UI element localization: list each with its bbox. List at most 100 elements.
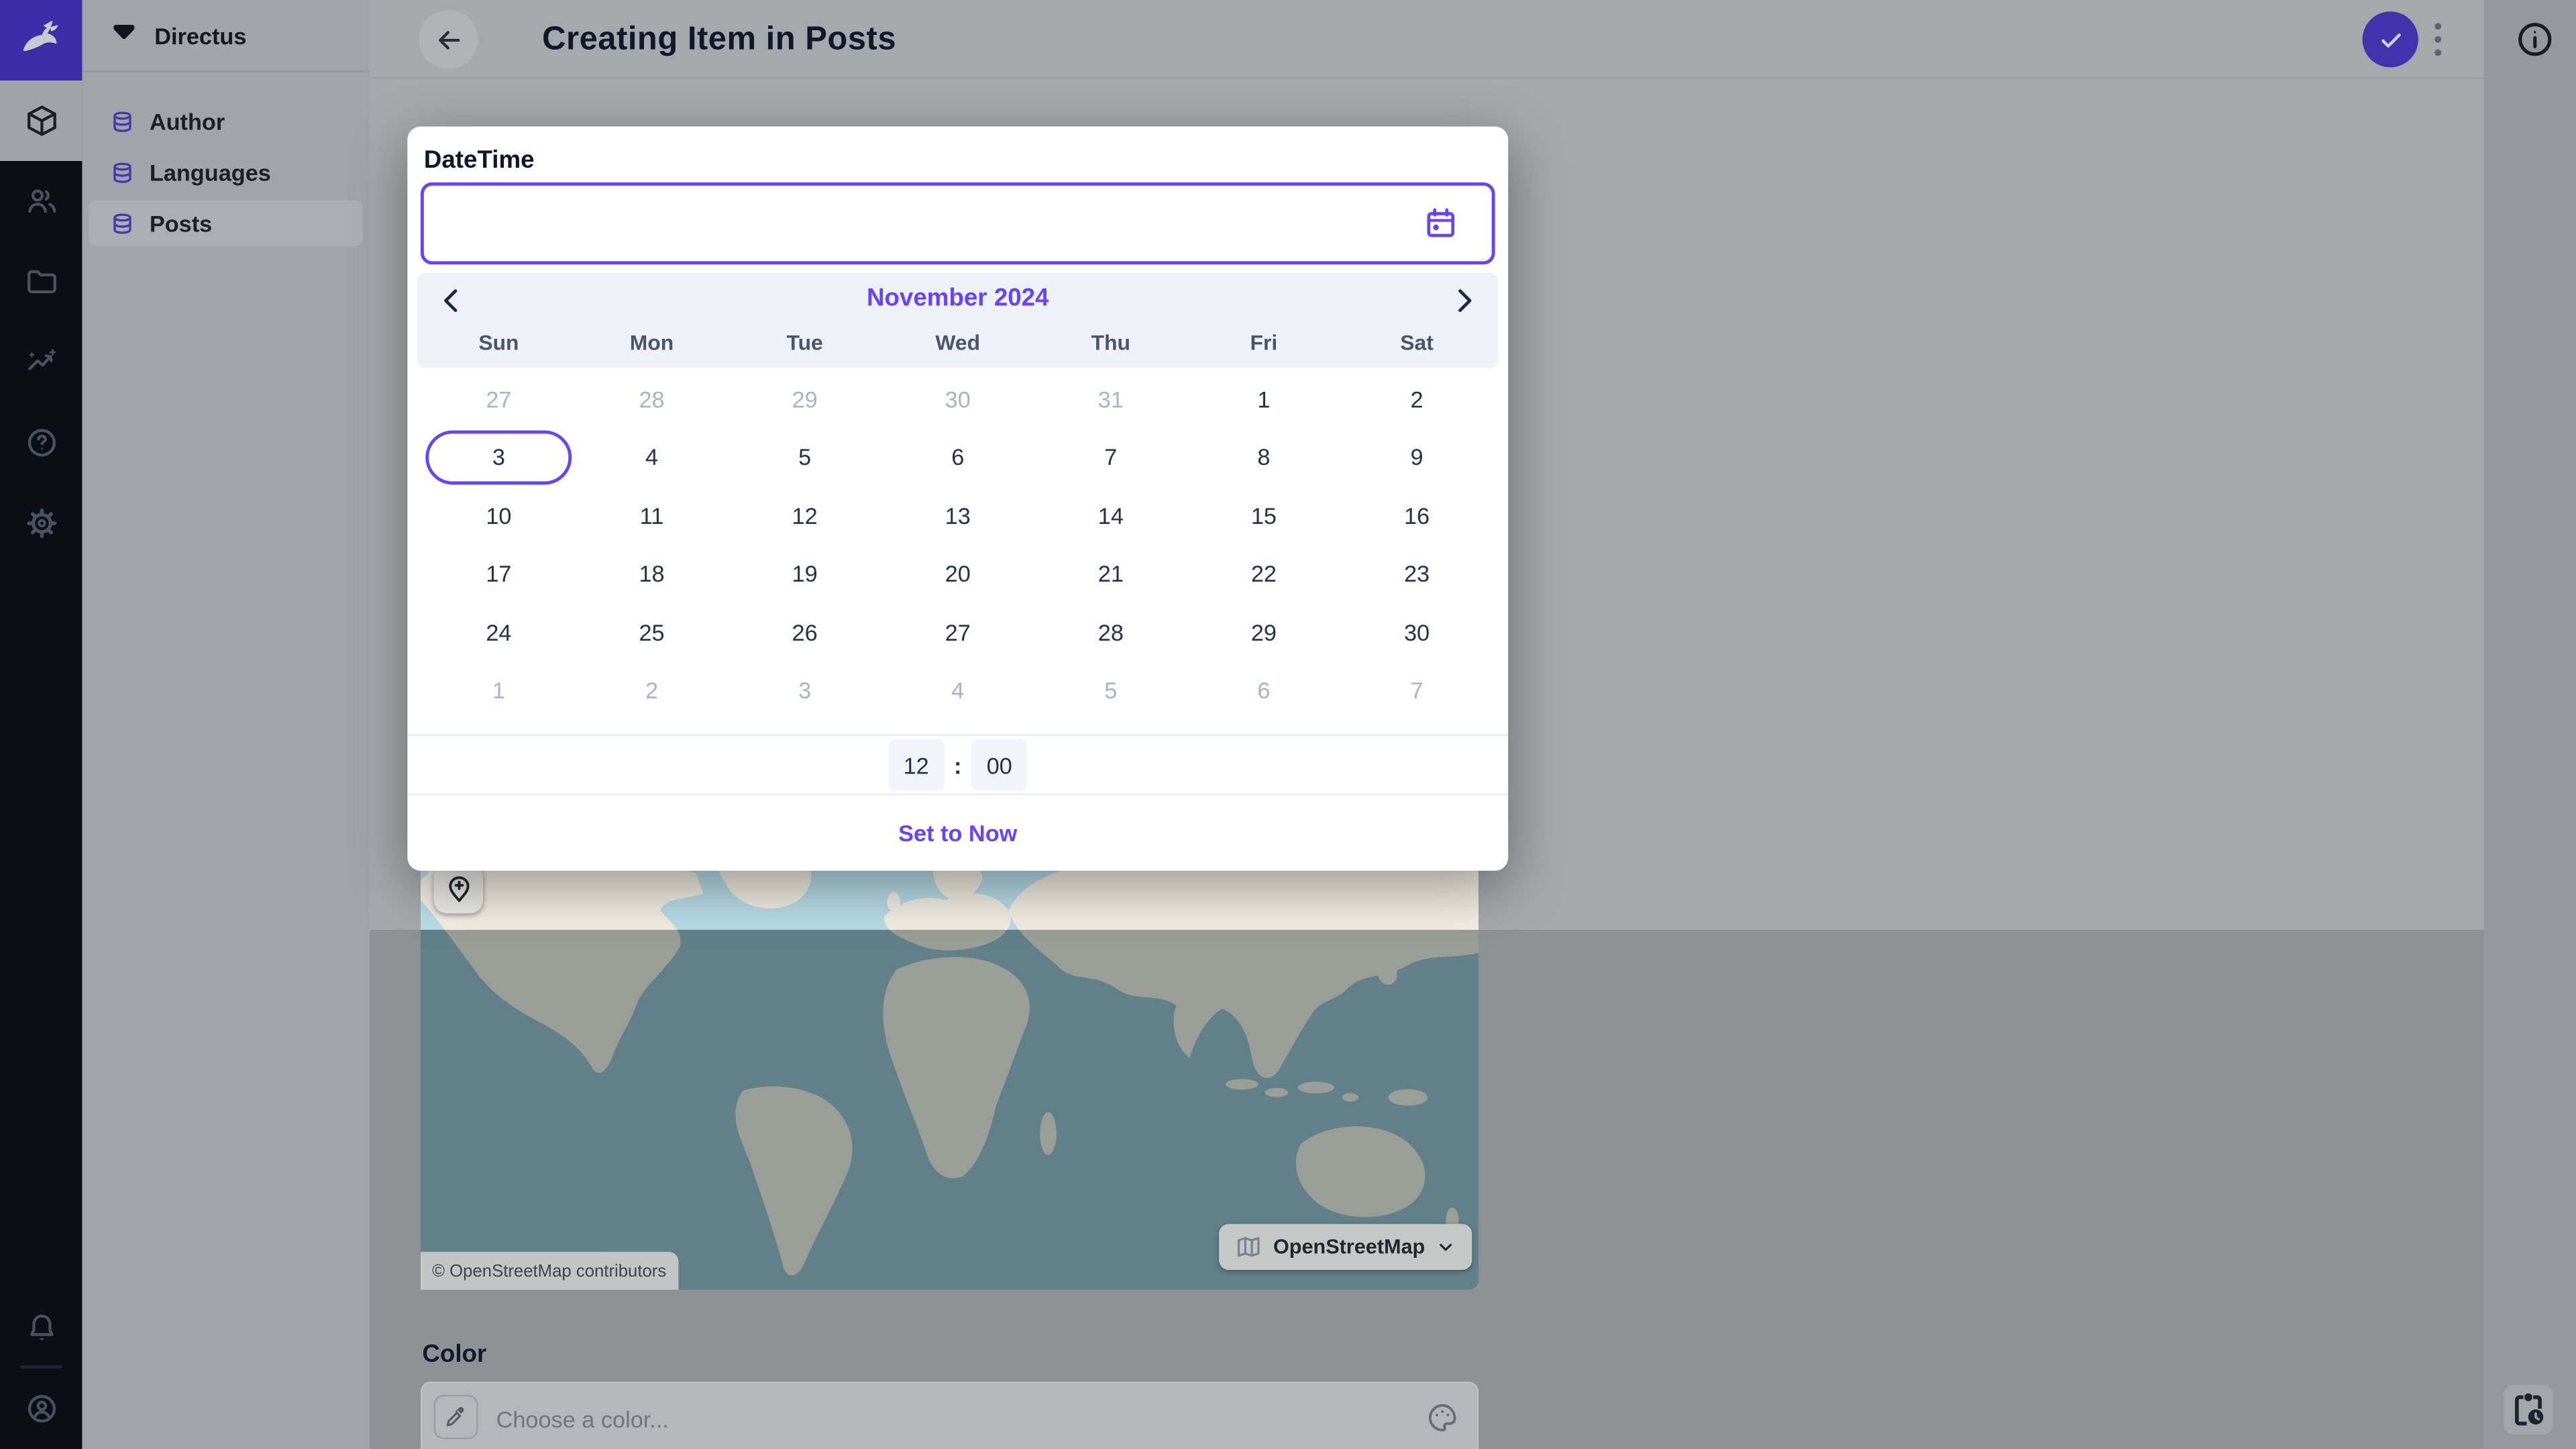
calendar-month-label[interactable]: November 2024 [866, 284, 1049, 313]
calendar-day[interactable]: 15 [1250, 502, 1277, 529]
calendar-day[interactable]: 9 [1410, 443, 1424, 471]
users-icon [27, 189, 56, 213]
calendar-day[interactable]: 7 [1410, 677, 1424, 704]
calendar-day[interactable]: 19 [792, 560, 818, 587]
map-icon [1237, 1237, 1260, 1257]
calendar-day[interactable]: 27 [945, 619, 971, 645]
calendar-day-grid: 27 28 29 30 31 1 2 3 4 5 6 7 8 9 10 11 12 13 14 15 16 17 18 19 2… [422, 370, 1493, 720]
minute-input[interactable]: 00 [971, 739, 1028, 790]
calendar-day[interactable]: 7 [1104, 443, 1118, 471]
bell-icon [30, 1314, 53, 1340]
calendar-day[interactable]: 18 [639, 560, 665, 587]
directus-logo-button[interactable] [0, 0, 83, 81]
module-content[interactable] [0, 80, 83, 162]
folder-icon [26, 270, 56, 294]
calendar-day[interactable]: 21 [1097, 560, 1124, 587]
calendar-day[interactable]: 12 [792, 502, 818, 529]
divider [407, 793, 1509, 796]
calendar-day[interactable]: 17 [486, 560, 512, 587]
calendar-day[interactable]: 10 [486, 502, 512, 529]
project-name: Directus [154, 22, 247, 49]
calendar-day[interactable]: 28 [1097, 619, 1124, 645]
calendar-day[interactable]: 2 [645, 677, 659, 704]
gear-icon [26, 508, 56, 539]
weekday-label: Sun [478, 330, 519, 355]
datetime-input[interactable] [420, 182, 1495, 265]
calendar-icon[interactable] [1423, 205, 1459, 241]
weekday-label: Fri [1250, 330, 1278, 355]
module-bar [0, 0, 83, 1449]
database-icon [113, 213, 131, 233]
nav-item-label: Posts [149, 210, 213, 237]
back-button[interactable] [419, 9, 478, 69]
calendar-day[interactable]: 25 [639, 619, 665, 645]
database-icon [113, 111, 131, 131]
calendar-day[interactable]: 26 [792, 619, 818, 645]
calendar-day[interactable]: 31 [1097, 385, 1124, 413]
previous-month-button[interactable] [434, 282, 470, 319]
calendar-day[interactable]: 1 [1257, 385, 1271, 413]
calendar-day[interactable]: 30 [945, 385, 971, 413]
calendar-day-selected[interactable]: 3 [422, 428, 575, 486]
calendar-day[interactable]: 6 [1257, 677, 1271, 704]
calendar-day[interactable]: 29 [792, 385, 818, 413]
calendar-day[interactable]: 6 [951, 443, 965, 471]
calendar-day[interactable]: 13 [945, 502, 971, 529]
calendar-day[interactable]: 14 [1097, 502, 1124, 529]
map-attribution-text: © OpenStreetMap contributors [432, 1260, 667, 1281]
weekday-header-row: Sun Mon Tue Wed Thu Fri Sat [422, 330, 1493, 355]
calendar-day[interactable]: 27 [486, 385, 512, 413]
module-users[interactable] [0, 161, 82, 241]
hour-input[interactable]: 12 [888, 739, 945, 790]
map-layer-button[interactable]: OpenStreetMap [1219, 1224, 1473, 1271]
info-sidebar-button[interactable] [2515, 19, 2555, 59]
eyedropper-button[interactable] [433, 1395, 478, 1440]
calendar-day[interactable]: 5 [1104, 677, 1118, 704]
chevron-down-icon [1440, 1244, 1452, 1251]
eyedropper-icon [446, 1407, 464, 1427]
activity-dock-button[interactable] [2504, 1385, 2553, 1434]
calendar-day[interactable]: 4 [645, 443, 659, 471]
more-options-button[interactable] [2425, 13, 2451, 66]
time-separator: : [954, 751, 962, 778]
calendar-day[interactable]: 16 [1403, 502, 1430, 529]
calendar-day[interactable]: 1 [492, 677, 505, 704]
save-button[interactable] [2362, 11, 2418, 68]
calendar-day[interactable]: 5 [798, 443, 812, 471]
module-help[interactable] [0, 402, 82, 483]
module-files[interactable] [0, 241, 82, 322]
calendar-day[interactable]: 30 [1403, 619, 1430, 645]
account-button[interactable] [0, 1368, 82, 1449]
check-icon [2380, 32, 2400, 47]
calendar-day[interactable]: 3 [798, 677, 812, 704]
calendar-day[interactable]: 29 [1250, 619, 1277, 645]
nav-item-languages[interactable]: Languages [89, 150, 363, 196]
world-map-graphic [420, 851, 1479, 1290]
page-title: Creating Item in Posts [542, 20, 897, 57]
calendar-day[interactable]: 4 [951, 677, 965, 704]
project-header[interactable]: Directus [82, 0, 370, 72]
nav-item-posts[interactable]: Posts [89, 200, 364, 247]
location-map[interactable] [420, 851, 1479, 1290]
calendar-day[interactable]: 20 [945, 560, 971, 587]
calendar-day[interactable]: 24 [486, 619, 512, 645]
notifications-button[interactable] [0, 1288, 82, 1368]
calendar-day[interactable]: 23 [1403, 560, 1430, 587]
calendar-day[interactable]: 22 [1250, 560, 1277, 587]
set-to-now-button[interactable]: Set to Now [898, 818, 1018, 846]
geolocate-button[interactable] [433, 864, 484, 914]
top-bar [370, 0, 2484, 79]
color-input[interactable] [420, 1381, 1479, 1449]
calendar-day[interactable]: 2 [1410, 385, 1424, 413]
palette-icon[interactable] [1426, 1401, 1459, 1434]
module-settings[interactable] [0, 483, 82, 564]
next-month-button[interactable] [1446, 282, 1482, 319]
color-placeholder-text: Choose a color... [496, 1406, 669, 1433]
module-insights[interactable] [0, 322, 82, 402]
directus-rabbit-icon [23, 19, 58, 50]
calendar-day[interactable]: 28 [639, 385, 665, 413]
calendar-day[interactable]: 11 [639, 502, 664, 529]
nav-item-author[interactable]: Author [89, 99, 363, 145]
help-icon [27, 429, 55, 457]
calendar-day[interactable]: 8 [1257, 443, 1271, 471]
